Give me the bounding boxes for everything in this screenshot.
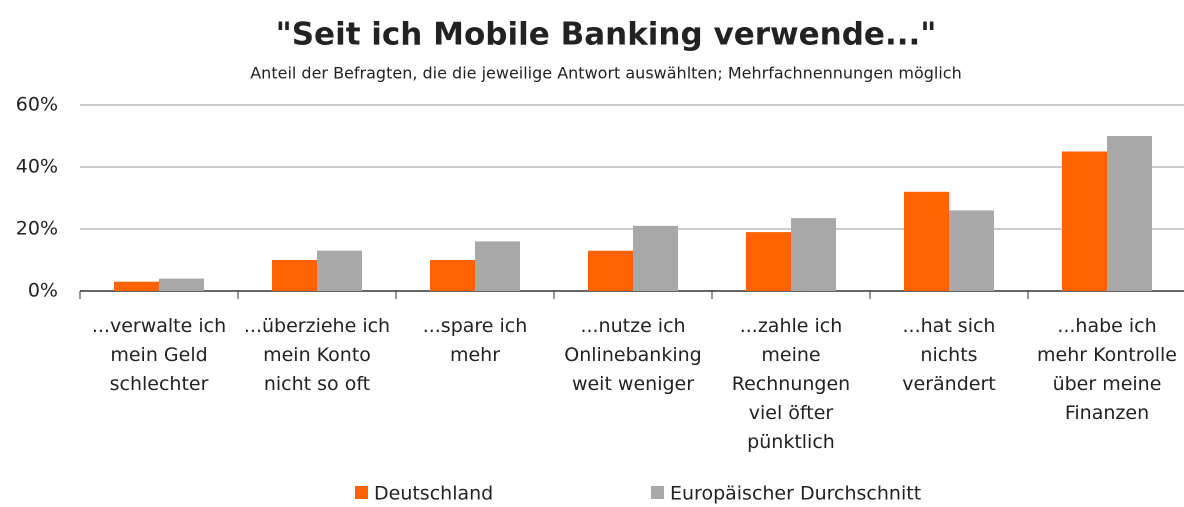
chart-title: "Seit ich Mobile Banking verwende..." [276, 17, 937, 53]
legend-swatch [651, 486, 664, 499]
y-tick-label: 20% [16, 218, 58, 240]
bar [430, 260, 475, 291]
y-tick-label: 40% [16, 156, 58, 178]
bar [633, 225, 678, 291]
legend-swatch [355, 486, 368, 499]
x-tick-label: ...nutze ich Onlinebanking weit weniger [564, 315, 702, 395]
bar [904, 191, 949, 291]
bar [949, 210, 994, 291]
bar [791, 218, 836, 291]
bar [1107, 136, 1152, 291]
bar [475, 241, 520, 291]
chart-subtitle: Anteil der Befragten, die die jeweilige … [250, 64, 962, 83]
y-tick-label: 0% [28, 280, 58, 302]
bar [1062, 151, 1107, 291]
x-tick-label: ...verwalte ich mein Geld schlechter [91, 315, 227, 395]
bar [272, 260, 317, 291]
x-tick-label: ...hat sich nichts verändert [902, 315, 996, 395]
x-tick-label: ...überziehe ich mein Konto nicht so oft [243, 315, 391, 395]
bar [317, 250, 362, 291]
bar [746, 232, 791, 291]
bar [588, 250, 633, 291]
x-tick-label: ...zahle ich meine Rechnungen viel öfter… [731, 315, 851, 453]
x-tick-label: ...spare ich mehr [422, 315, 528, 366]
bar [159, 278, 204, 291]
y-tick-label: 60% [16, 94, 58, 116]
x-tick-label: ...habe ich mehr Kontrolle über meine Fi… [1037, 315, 1177, 424]
legend-label: Deutschland [374, 483, 493, 505]
bar [114, 281, 159, 291]
legend-label: Europäischer Durchschnitt [670, 483, 921, 505]
